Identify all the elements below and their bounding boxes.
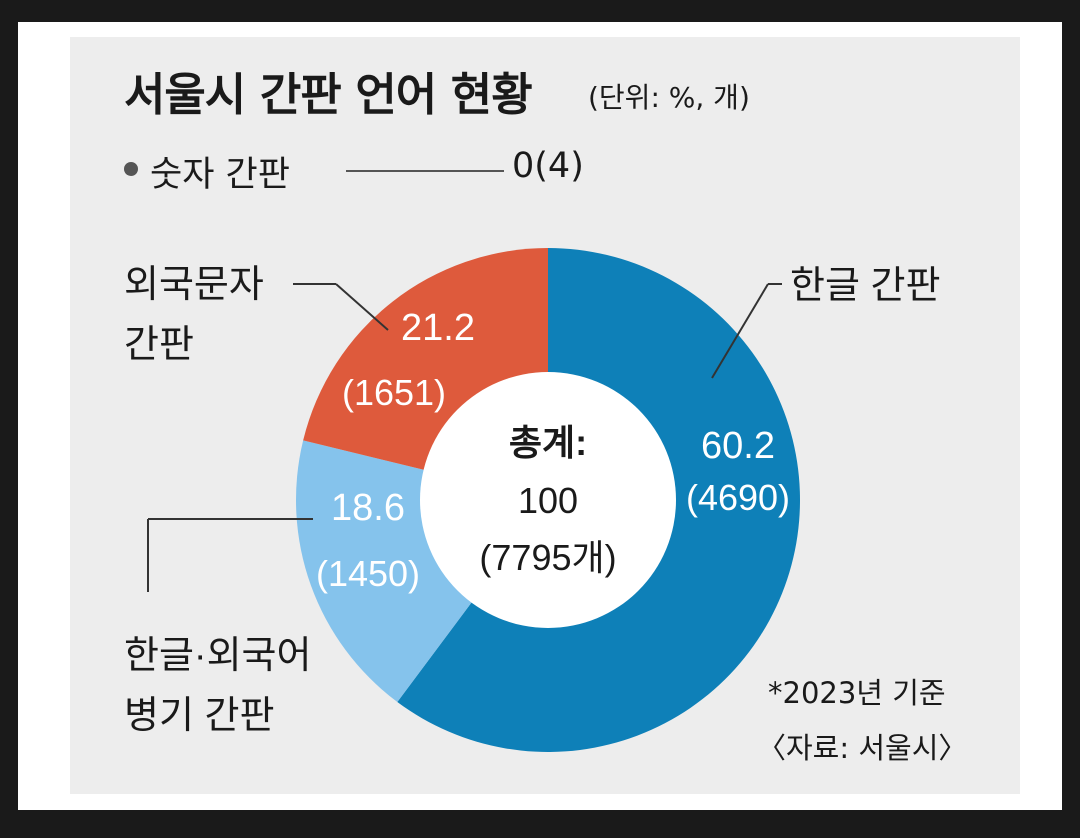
value-label-hangul-percent: 60.2 bbox=[701, 425, 775, 467]
donut-hole bbox=[420, 372, 676, 628]
category-label-foreign-line1: 외국문자 bbox=[124, 264, 264, 306]
bottom-bar bbox=[0, 810, 1080, 838]
chart-title: 서울시 간판 언어 현황 bbox=[124, 68, 533, 121]
leader-line-foreign-diagonal bbox=[335, 283, 389, 331]
category-label-hangul: 한글 간판 bbox=[790, 265, 940, 307]
legend-dot-icon bbox=[124, 162, 138, 176]
unit-note: (단위: %, 개) bbox=[588, 81, 750, 114]
category-label-mixed-line1: 한글·외국어 bbox=[124, 635, 311, 677]
center-label-total: 총계: bbox=[509, 422, 587, 463]
value-label-foreign-percent: 21.2 bbox=[401, 307, 475, 349]
category-label-foreign-line2: 간판 bbox=[124, 324, 194, 366]
numeric-sign-value: 0(4) bbox=[512, 146, 584, 186]
center-label-value: 100 bbox=[518, 480, 578, 521]
value-label-mixed-count: (1450) bbox=[316, 553, 420, 594]
value-label-foreign-count: (1651) bbox=[342, 372, 446, 413]
value-label-hangul-count: (4690) bbox=[686, 477, 790, 518]
numeric-sign-label: 숫자 간판 bbox=[150, 155, 290, 195]
center-label-count: (7795개) bbox=[479, 537, 616, 578]
footnote: *2023년 기준 bbox=[768, 676, 946, 710]
source-note: 〈자료: 서울시〉 bbox=[757, 731, 968, 765]
value-label-mixed-percent: 18.6 bbox=[331, 487, 405, 529]
leader-line-hangul bbox=[711, 283, 769, 379]
category-label-mixed-line2: 병기 간판 bbox=[124, 695, 274, 737]
numeric-sign-leader-line bbox=[346, 170, 504, 172]
